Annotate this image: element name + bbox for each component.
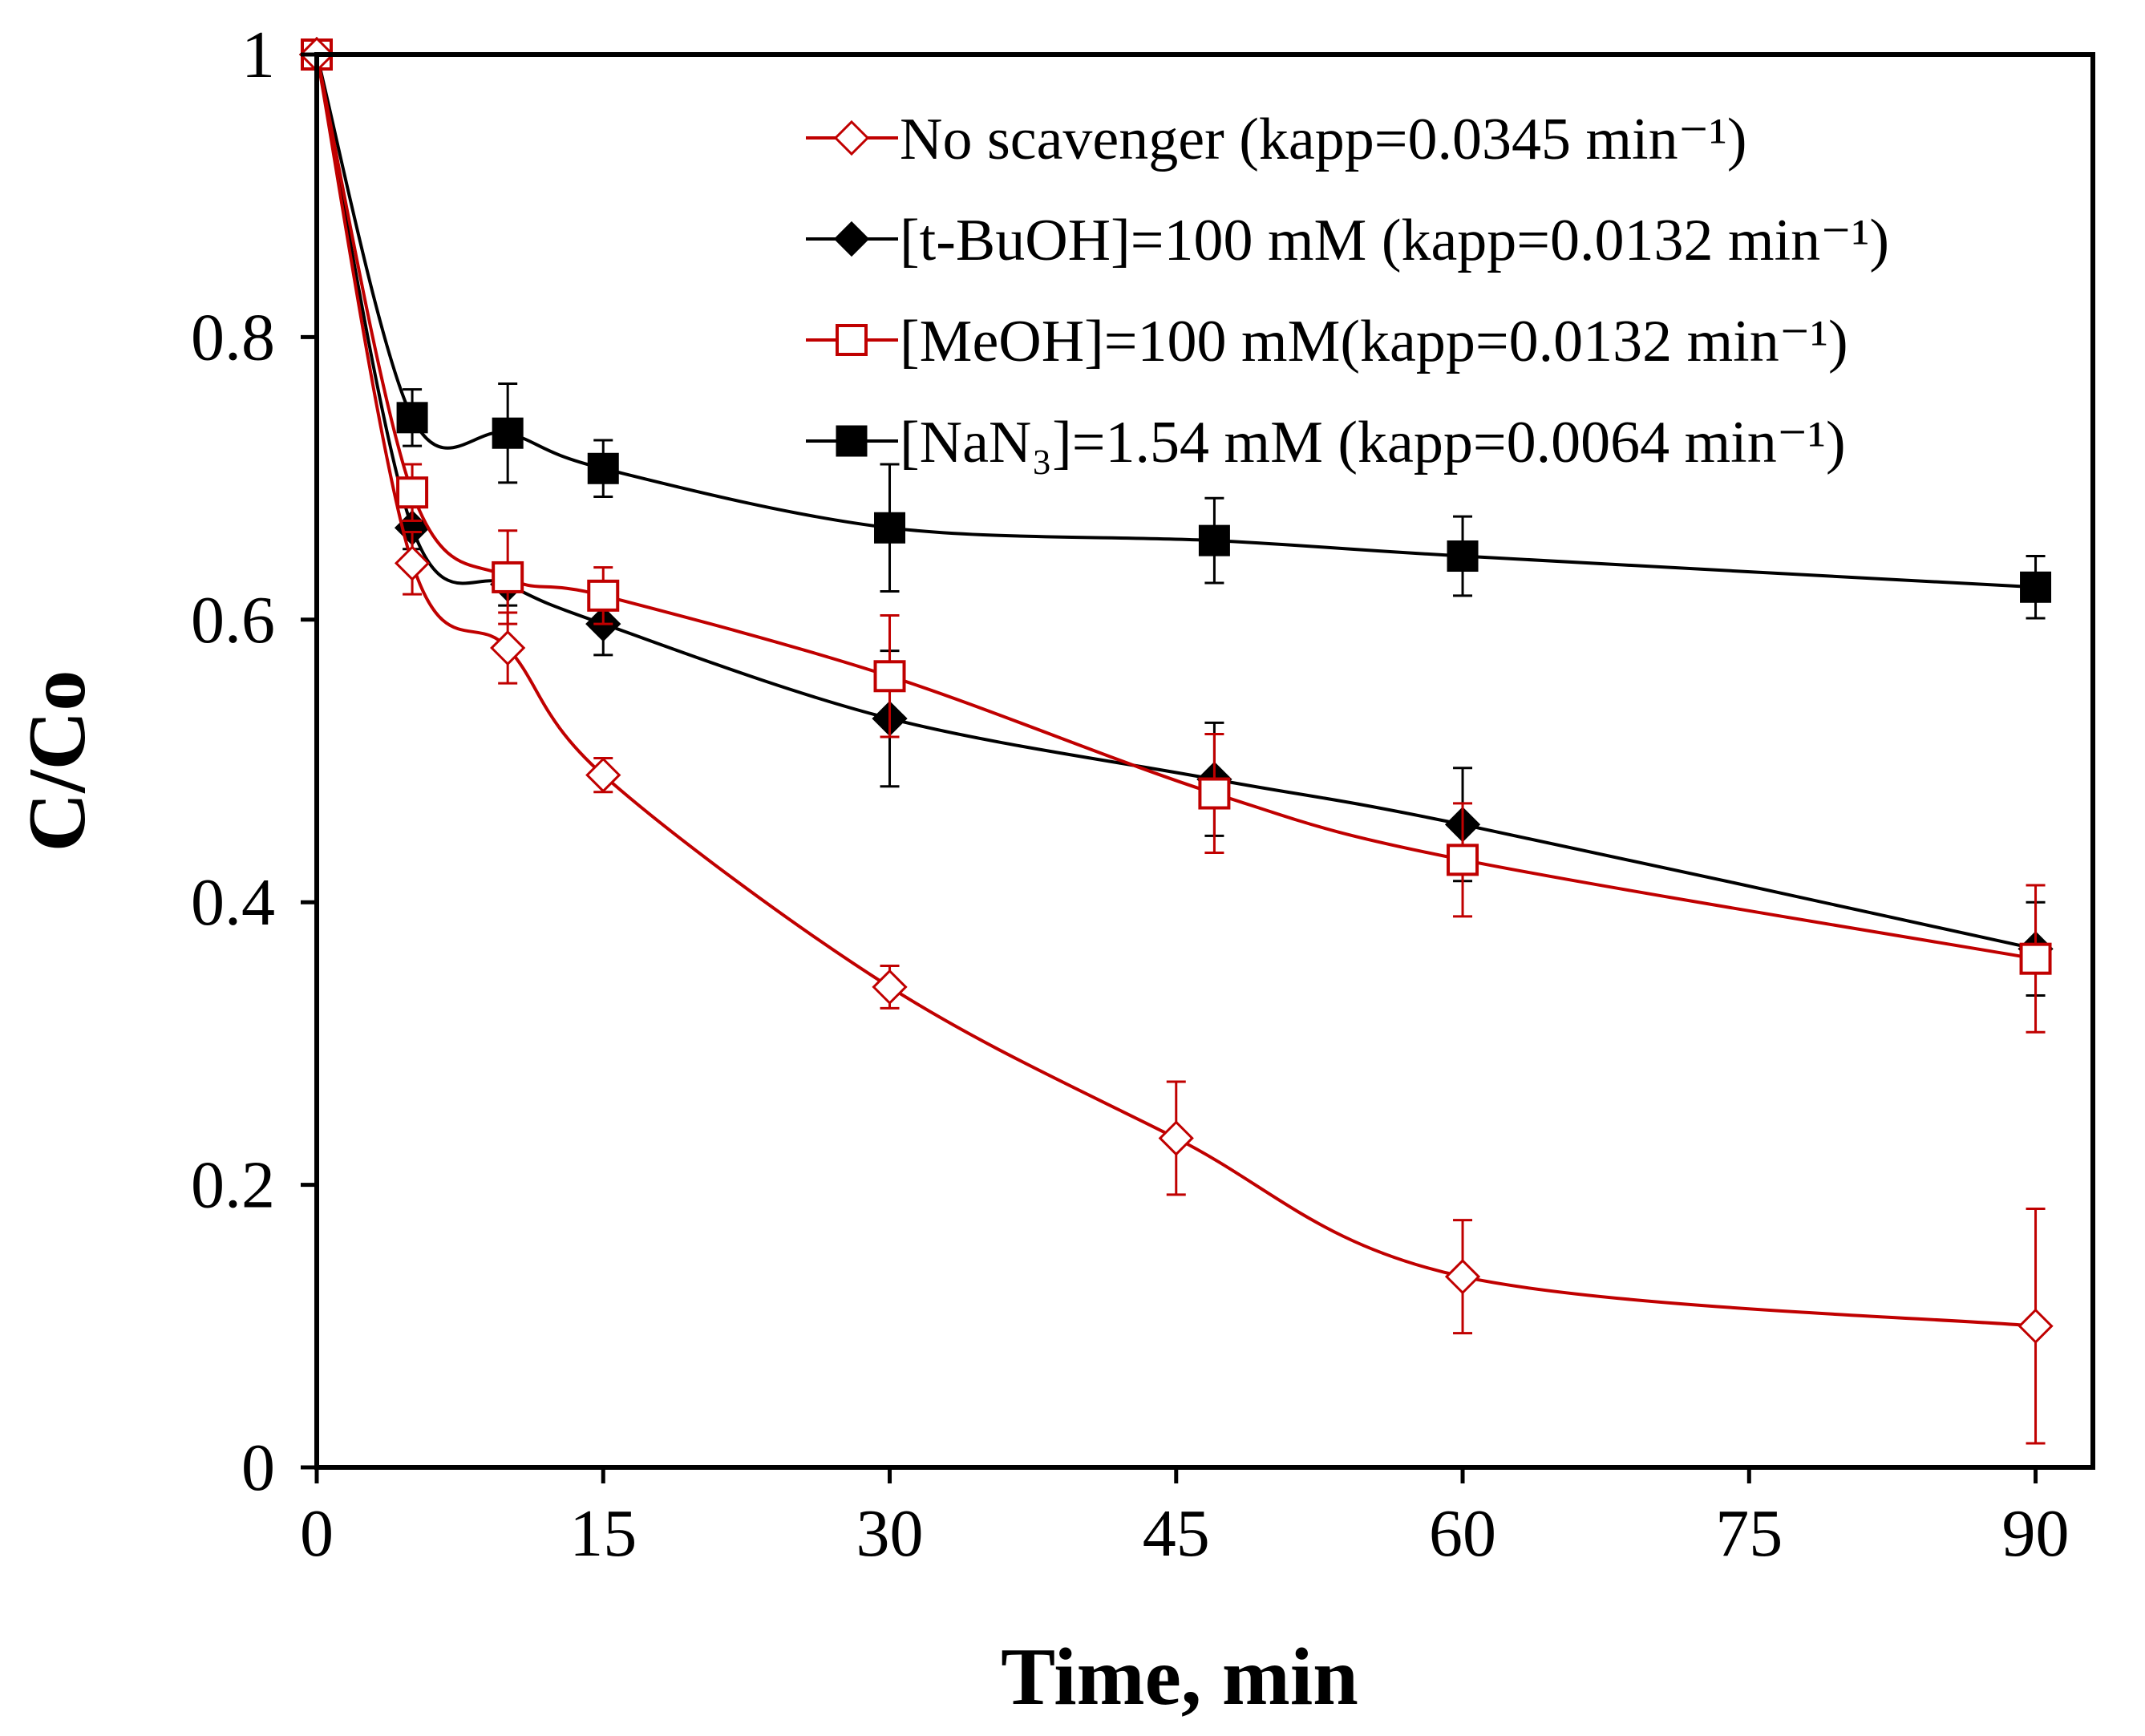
- series-1: [298, 36, 2054, 1445]
- series-layer: [298, 36, 2054, 1445]
- y-tick-label: 1: [241, 18, 275, 92]
- legend-label: [NaN₃]=1.54 mM (kapp=0.0064 min⁻¹): [900, 410, 1846, 475]
- y-tick-label: 0.6: [191, 583, 275, 658]
- y-tick-label: 0.4: [191, 865, 275, 940]
- series-3-point-shape: [873, 660, 906, 693]
- series-1-point-shape: [585, 757, 621, 793]
- plot-frame: [314, 52, 2095, 1470]
- y-tick-label: 0.8: [191, 300, 275, 374]
- series-4-point-shape: [874, 512, 906, 544]
- legend-entry-1: No scavenger (kapp=0.0345 min⁻¹): [806, 107, 1747, 172]
- series-3-point-shape: [2019, 942, 2052, 975]
- x-tick-label: 30: [856, 1496, 924, 1571]
- series-1-point-shape: [394, 545, 431, 581]
- series-3-point-shape: [587, 579, 620, 612]
- series-3-point: [1447, 844, 1479, 876]
- legend-entry-4: [NaN₃]=1.54 mM (kapp=0.0064 min⁻¹): [806, 410, 1846, 475]
- series-3-point: [492, 560, 524, 593]
- legend-entry-3: [MeOH]=100 mM(kapp=0.0132 min⁻¹): [806, 309, 1848, 374]
- series-1-point: [1444, 1259, 1481, 1295]
- series-4-point-shape: [1447, 540, 1479, 573]
- legend-label: [t-BuOH]=100 mM (kapp=0.0132 min⁻¹): [900, 208, 1889, 273]
- series-1-point: [585, 757, 621, 793]
- series-1-point-shape: [1444, 1259, 1481, 1295]
- legend-label: [MeOH]=100 mM(kapp=0.0132 min⁻¹): [900, 309, 1848, 374]
- y-tick-label: 0.2: [191, 1148, 275, 1223]
- series-1-point-shape: [490, 629, 526, 666]
- series-4-point: [874, 512, 906, 544]
- ticks-layer: 0 15 30 45 60 75 90 0 0.2 0.4 0.6 0.8 1: [191, 18, 2070, 1571]
- series-1-point: [1158, 1120, 1194, 1156]
- series-3-point-shape: [396, 476, 429, 509]
- series-4-point: [2020, 571, 2052, 603]
- series-4-point: [492, 417, 524, 449]
- x-tick-label: 75: [1715, 1496, 1783, 1571]
- y-tick-label: 0: [241, 1430, 275, 1505]
- series-4-point: [1198, 524, 1230, 556]
- series-4-point-shape: [1198, 524, 1230, 556]
- series-4-point-shape: [492, 417, 524, 449]
- x-axis-title: Time, min: [1001, 1632, 1358, 1722]
- legend-entry-2: [t-BuOH]=100 mM (kapp=0.0132 min⁻¹): [806, 208, 1889, 273]
- x-tick-label: 0: [300, 1496, 334, 1571]
- legend-marker-shape: [833, 119, 870, 156]
- series-4-point: [587, 452, 619, 484]
- series-3-point-shape: [492, 560, 524, 593]
- legend: No scavenger (kapp=0.0345 min⁻¹) [t-BuOH]…: [806, 107, 1889, 475]
- x-tick-label: 45: [1143, 1496, 1210, 1571]
- series-4-point-shape: [587, 452, 619, 484]
- series-1-point-shape: [1158, 1120, 1194, 1156]
- y-axis-title: C/Co: [12, 670, 103, 852]
- series-3-point: [1198, 777, 1231, 810]
- series-1-point-shape: [2018, 1308, 2054, 1344]
- series-1-point-shape: [872, 969, 908, 1006]
- series-4-point: [1447, 540, 1479, 573]
- series-1-point: [394, 545, 431, 581]
- series-3-point: [873, 660, 906, 693]
- x-tick-label: 90: [2002, 1496, 2070, 1571]
- legend-marker-shape: [833, 221, 870, 257]
- legend-marker: [836, 324, 868, 356]
- legend-marker-shape: [836, 324, 868, 356]
- series-4-point-shape: [2020, 571, 2052, 603]
- series-3-point: [396, 476, 429, 509]
- series-4-point-shape: [396, 402, 428, 434]
- series-3-point: [2019, 942, 2052, 975]
- legend-marker: [836, 425, 868, 457]
- legend-label: No scavenger (kapp=0.0345 min⁻¹): [900, 107, 1747, 172]
- series-3-point: [587, 579, 620, 612]
- series-4-point: [396, 402, 428, 434]
- series-3-point-shape: [1447, 844, 1479, 876]
- x-tick-label: 60: [1429, 1496, 1496, 1571]
- series-1-point: [2018, 1308, 2054, 1344]
- series-1-point: [872, 969, 908, 1006]
- series-4: [301, 38, 2052, 620]
- series-3-point-shape: [1198, 777, 1231, 810]
- legend-marker: [833, 221, 870, 257]
- series-1-point: [490, 629, 526, 666]
- legend-marker-shape: [836, 425, 868, 457]
- legend-marker: [833, 119, 870, 156]
- x-tick-label: 15: [569, 1496, 637, 1571]
- series-3: [301, 38, 2052, 1034]
